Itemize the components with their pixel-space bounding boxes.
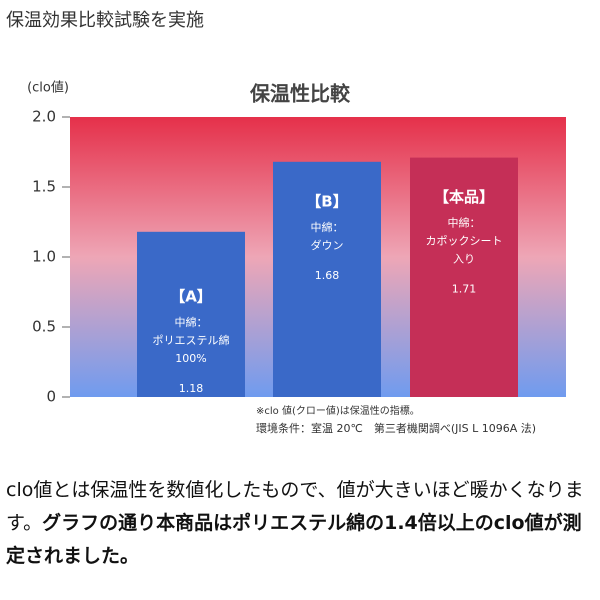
bar (410, 157, 518, 397)
bar-category: 【A】 (170, 287, 212, 305)
y-tick-label: 2.0 (32, 108, 56, 126)
page-title: 保温効果比較試験を実施 (6, 10, 204, 31)
y-tick-label: 1.0 (32, 248, 56, 266)
value-label: 1.68 (315, 269, 340, 282)
note: 環境条件：室温 20℃ 第三者機関調べ(JIS L 1096A 法) (256, 421, 536, 435)
description-bold: グラフの通り本商品はポリエステル綿の1.4倍以上のclo値が測定されました。 (6, 512, 582, 567)
bar-category: 【本品】 (434, 188, 494, 206)
bar-label: ダウン (311, 238, 344, 252)
y-tick-label: 1.5 (32, 178, 56, 196)
note: ※clo 値(クロー値)は保温性の指標。 (256, 404, 420, 417)
description: clo値とは保温性を数値化したもので、値が大きいほど暖かくなります。グラフの通り… (6, 474, 594, 573)
bar-label: カポックシート (426, 235, 503, 248)
bar-label: 中綿： (175, 315, 208, 329)
value-label: 1.18 (179, 382, 204, 395)
value-label: 1.71 (452, 283, 477, 296)
y-tick-label: 0.5 (32, 318, 56, 336)
bar-label: 中綿： (448, 216, 481, 230)
bar-label: 100% (175, 352, 206, 365)
y-tick-label: 0 (46, 388, 56, 406)
chart-title: 保温性比較 (249, 82, 351, 106)
chart: 保温性比較 (clo値) ※clo 値(クロー値)は保温性の指標。 環境条件：室… (27, 80, 566, 435)
bar-label: 入り (453, 253, 475, 266)
bar-label: ポリエステル綿 (153, 333, 230, 347)
bar-label: 中綿： (311, 220, 344, 234)
y-axis-label: (clo値) (27, 80, 69, 96)
bar-category: 【B】 (306, 192, 347, 210)
description-text: clo値とは保温性を数値化したもので、値が大きいほど暖かくなります。 (6, 479, 584, 534)
bar (273, 161, 381, 397)
bar (137, 231, 245, 397)
